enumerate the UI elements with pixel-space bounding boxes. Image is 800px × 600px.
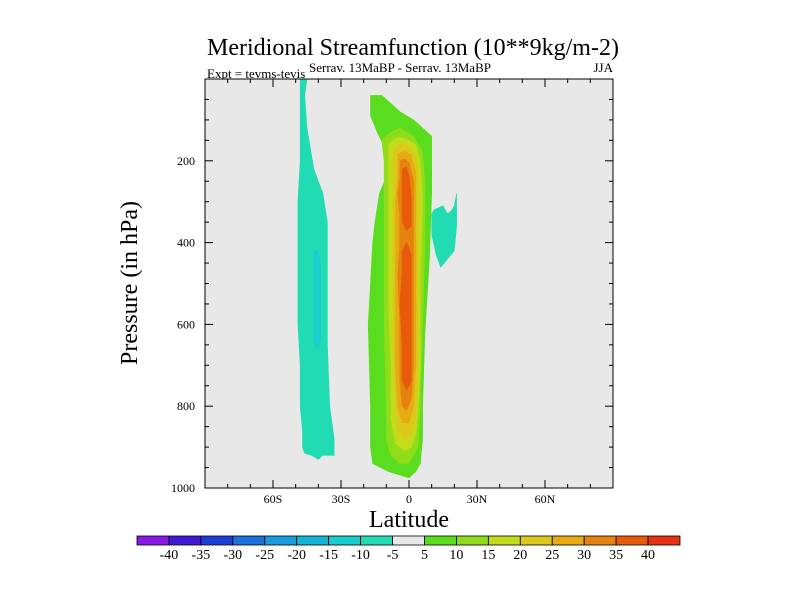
colorbar-label: -20 (287, 548, 306, 563)
colorbar-label: 25 (545, 548, 559, 563)
y-tick-labels: 200 400 600 800 1000 (171, 154, 195, 495)
colorbar-swatch (615, 535, 649, 546)
x-tick-label: 0 (406, 492, 412, 506)
colorbar-label: 20 (513, 548, 527, 563)
colorbar-swatch (519, 535, 553, 546)
colorbar-swatch (456, 535, 489, 546)
colorbar-label: 35 (609, 548, 623, 563)
colorbar-swatch (168, 535, 202, 546)
y-tick-label: 200 (177, 154, 195, 168)
x-tick-label: 30N (467, 492, 488, 506)
colorbar-swatch (583, 535, 617, 546)
experiment-label: Expt = tevms-tevis (207, 66, 305, 81)
colorbar (136, 535, 681, 546)
colorbar-label: 15 (481, 548, 495, 563)
colorbar-swatch (487, 535, 521, 546)
y-tick-label: 400 (177, 236, 195, 250)
colorbar-swatch (328, 535, 361, 546)
colorbar-swatch (264, 535, 298, 546)
colorbar-label: 40 (641, 548, 655, 563)
colorbar-swatch (424, 535, 457, 546)
y-tick-label: 1000 (171, 481, 195, 495)
colorbar-label: -15 (319, 548, 338, 563)
contour-region-1 (313, 250, 321, 350)
colorbar-label: -25 (255, 548, 274, 563)
colorbar-swatch (392, 535, 425, 546)
season-label: JJA (593, 60, 613, 75)
colorbar-label: -10 (351, 548, 370, 563)
colorbar-label: -40 (160, 548, 179, 563)
chart-subtitle: Serrav. 13MaBP - Serrav. 13MaBP (309, 60, 491, 75)
colorbar-label: -5 (387, 548, 399, 563)
contour-regions (297, 78, 457, 479)
axis-ticks (204, 79, 614, 489)
x-tick-labels: 60S 30S 0 30N 60N (264, 492, 556, 506)
chart-title: Meridional Streamfunction (10**9kg/m-2) (207, 35, 619, 61)
x-tick-label: 30S (332, 492, 351, 506)
colorbar-labels: -40 -35 -30 -25 -20 -15 -10 -5 5 10 15 20 25 30 35 40 (160, 548, 655, 563)
colorbar-label: -30 (223, 548, 242, 563)
colorbar-label: 5 (421, 548, 428, 563)
colorbar-swatch (296, 535, 330, 546)
colorbar-swatch (136, 535, 170, 546)
y-tick-label: 800 (177, 399, 195, 413)
contour-region-2 (431, 193, 457, 268)
colorbar-swatch (647, 535, 681, 546)
colorbar-label: 10 (449, 548, 463, 563)
x-tick-label: 60N (535, 492, 556, 506)
plot-area: 60S 30S 0 30N 60N 200 400 600 800 1000 (171, 78, 614, 506)
colorbar-swatch (551, 535, 585, 546)
colorbar-swatch (200, 535, 234, 546)
contour-region-9 (401, 166, 412, 231)
y-axis-label: Pressure (in hPa) (117, 201, 143, 365)
y-tick-label: 600 (177, 317, 195, 331)
colorbar-swatch (360, 535, 393, 546)
contour-region-10 (399, 241, 412, 391)
colorbar-label: 30 (577, 548, 591, 563)
x-tick-label: 60S (264, 492, 283, 506)
colorbar-swatch (232, 535, 266, 546)
colorbar-label: -35 (192, 548, 211, 563)
x-axis-label: Latitude (369, 507, 449, 533)
